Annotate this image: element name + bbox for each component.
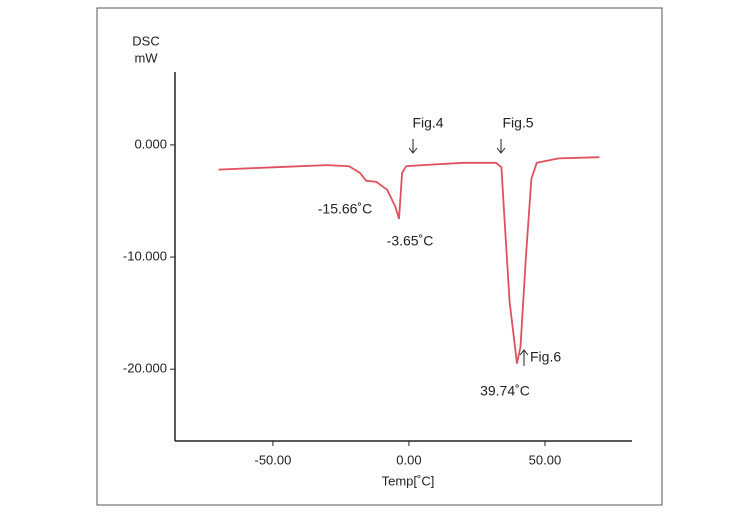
y-tick-label: -20.000: [123, 361, 167, 376]
y-axis-label: DSC: [132, 33, 159, 48]
annotation: -15.66˚C: [318, 201, 372, 217]
annotation: -3.65˚C: [387, 233, 434, 249]
y-tick-label: 0.000: [134, 136, 167, 151]
y-tick-label: -10.000: [123, 248, 167, 263]
annotation: Fig.6: [530, 349, 561, 365]
annotation: Fig.5: [502, 115, 533, 131]
data-line: [218, 156, 600, 364]
annotation: Fig.4: [412, 115, 443, 131]
y-axis-label: mW: [134, 50, 158, 65]
x-tick-label: 50.00: [529, 452, 562, 467]
x-tick-label: -50.00: [254, 452, 291, 467]
x-tick-label: 0.00: [396, 452, 421, 467]
frame: [96, 7, 663, 506]
x-axis-label: Temp[˚C]: [382, 473, 435, 488]
annotation: 39.74˚C: [480, 383, 530, 399]
arrows: [408, 139, 529, 366]
